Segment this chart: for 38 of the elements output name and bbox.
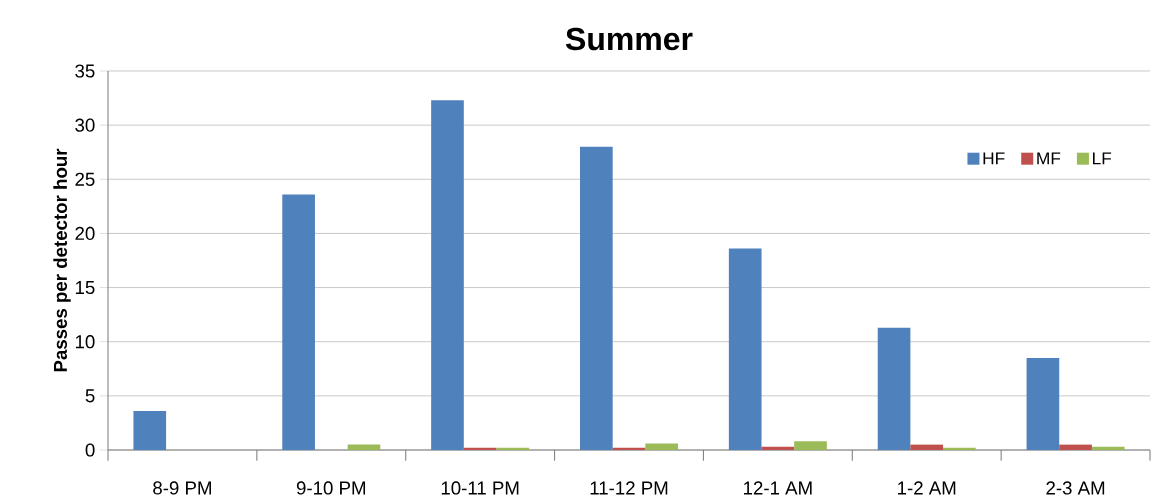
bar (133, 411, 167, 450)
bar (943, 447, 976, 450)
bar (463, 447, 497, 450)
legend-label: MF (1037, 152, 1061, 165)
x-tick-label: 9-10 PM (296, 481, 366, 495)
bar (794, 441, 827, 450)
bar (728, 248, 762, 450)
bar (612, 447, 646, 450)
legend-label: HF (983, 152, 1005, 165)
x-tick-label: 11-12 PM (590, 481, 668, 495)
bar (645, 443, 679, 450)
x-tick-label: 12-1 AM (744, 481, 812, 495)
bar (1091, 446, 1125, 450)
y-tick-label: 25 (75, 172, 95, 186)
y-tick-label: 5 (85, 389, 95, 403)
chart-title: Summer (565, 27, 693, 51)
y-tick-label: 15 (75, 281, 95, 295)
bar (496, 447, 530, 450)
bar (1026, 357, 1060, 450)
y-tick-label: 35 (75, 64, 95, 78)
y-tick-label: 20 (75, 226, 95, 241)
y-tick-label: 30 (75, 118, 95, 132)
bar (1059, 444, 1092, 450)
y-tick-label: 10 (75, 335, 95, 349)
x-tick-label: 1-2 AM (898, 481, 956, 495)
bar (910, 444, 944, 450)
bar (877, 327, 911, 450)
legend-label: LF (1093, 152, 1112, 165)
y-axis-title: Passes per detector hour (53, 148, 71, 372)
x-tick-label: 8-9 PM (153, 481, 211, 495)
bar (431, 100, 464, 450)
bar (580, 146, 613, 450)
y-tick-label: 0 (85, 443, 95, 457)
bar (282, 194, 315, 450)
x-tick-label: 2-3 AM (1046, 481, 1105, 495)
bar (761, 446, 795, 450)
x-tick-label: 10-11 PM (441, 481, 519, 495)
bar (347, 444, 381, 450)
